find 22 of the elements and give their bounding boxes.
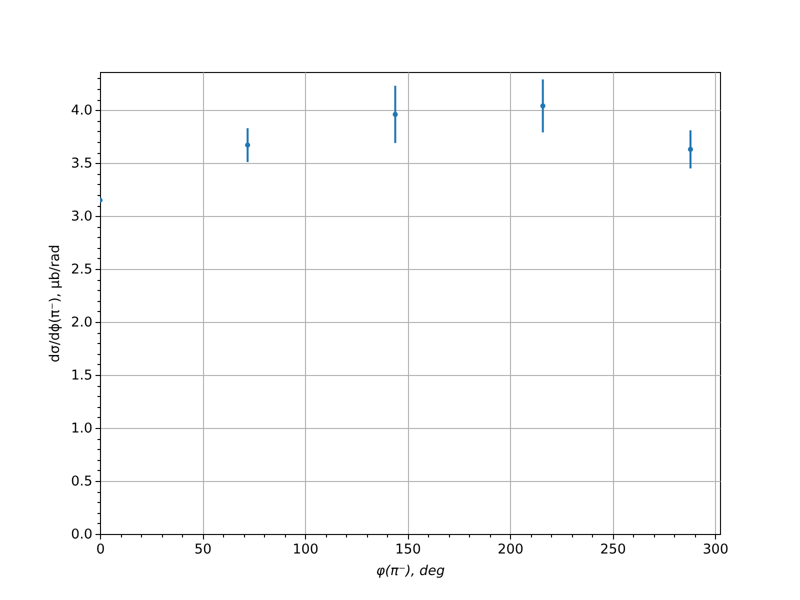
x-tick-label: 200 (498, 542, 524, 558)
y-tick-label: 1.5 (71, 368, 92, 384)
x-axis-title: φ(π⁻), deg (376, 563, 446, 579)
x-tick-label: 150 (395, 542, 421, 558)
y-tick-label: 3.0 (71, 208, 92, 225)
point (688, 146, 694, 152)
y-tick-label: 1.0 (71, 420, 92, 437)
y-tick-label: 4.0 (71, 102, 92, 119)
x-tick-label: 50 (194, 542, 212, 558)
y-axis-title: dσ/dϕ(π⁻), μb/rad (47, 244, 64, 362)
x-tick-label: 100 (292, 542, 318, 558)
y-tick-label: 0.0 (71, 526, 92, 542)
x-tick-label: 0 (96, 542, 105, 558)
point (540, 103, 546, 108)
x-tick-label: 300 (702, 542, 728, 558)
point (392, 112, 398, 117)
y-tick-label: 0.5 (71, 474, 92, 490)
y-tick-label: 2.0 (71, 314, 92, 331)
y-tick-label: 2.5 (71, 262, 92, 278)
x-tick-label: 250 (600, 542, 626, 558)
point (245, 142, 250, 148)
y-tick-label: 3.5 (71, 156, 92, 172)
